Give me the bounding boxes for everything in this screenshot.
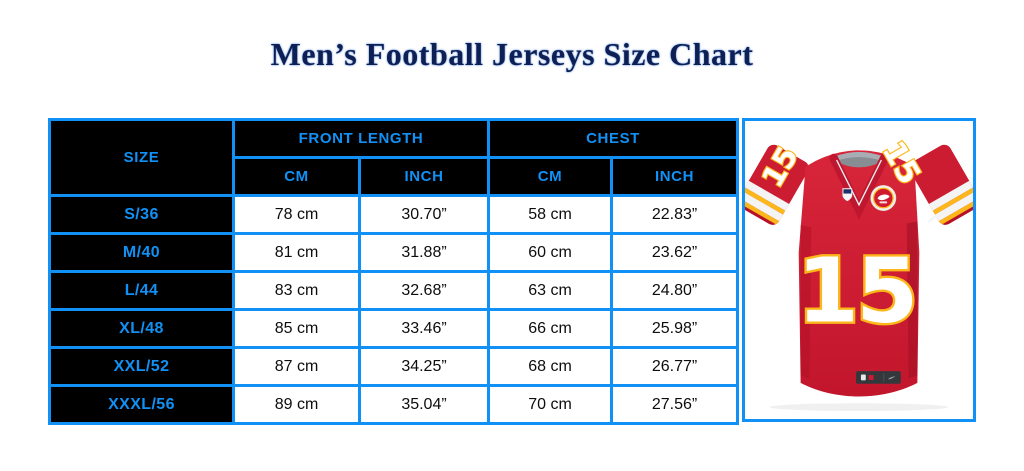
table-row: XXL/52 87 cm 34.25” 68 cm 26.77” bbox=[48, 346, 740, 387]
chest-group-header: CHEST bbox=[487, 118, 740, 159]
size-cell: XL/48 bbox=[48, 308, 235, 349]
chest-inch-cell: 26.77” bbox=[610, 346, 740, 387]
front-length-inch-cell: 33.46” bbox=[357, 308, 491, 349]
front-length-cm-cell: 85 cm bbox=[232, 308, 361, 349]
jock-tag bbox=[856, 371, 901, 384]
chest-cm-cell: 70 cm bbox=[487, 384, 614, 425]
chest-cm-cell: 58 cm bbox=[487, 194, 614, 235]
size-cell: L/44 bbox=[48, 270, 235, 311]
table-row: XXXL/56 89 cm 35.04” 70 cm 27.56” bbox=[48, 384, 740, 425]
size-cell: XXXL/56 bbox=[48, 384, 235, 425]
size-cell: S/36 bbox=[48, 194, 235, 235]
front-length-cm-header: CM bbox=[232, 156, 361, 197]
front-length-inch-cell: 31.88” bbox=[357, 232, 491, 273]
front-length-inch-header: INCH bbox=[357, 156, 491, 197]
front-length-inch-cell: 32.68” bbox=[357, 270, 491, 311]
size-cell: XXL/52 bbox=[48, 346, 235, 387]
chest-inch-cell: 22.83” bbox=[610, 194, 740, 235]
nfl-shield-icon bbox=[842, 188, 853, 202]
chest-inch-cell: 23.62” bbox=[610, 232, 740, 273]
front-length-cm-cell: 87 cm bbox=[232, 346, 361, 387]
football-jersey-illustration: 15 15 15 bbox=[745, 134, 974, 412]
front-length-cm-cell: 78 cm bbox=[232, 194, 361, 235]
chest-inch-cell: 27.56” bbox=[610, 384, 740, 425]
table-row: L/44 83 cm 32.68” 63 cm 24.80” bbox=[48, 270, 740, 311]
front-length-inch-cell: 35.04” bbox=[357, 384, 491, 425]
chest-cm-cell: 63 cm bbox=[487, 270, 614, 311]
jersey-product-image: 15 15 15 bbox=[742, 118, 977, 422]
front-length-group-header: FRONT LENGTH bbox=[231, 118, 491, 159]
chest-cm-cell: 60 cm bbox=[487, 232, 614, 273]
size-column-header: SIZE bbox=[48, 118, 235, 197]
chest-cm-header: CM bbox=[487, 156, 614, 197]
chest-inch-cell: 25.98” bbox=[610, 308, 740, 349]
page-title: Men’s Football Jerseys Size Chart bbox=[270, 36, 754, 72]
table-row: S/36 78 cm 30.70” 58 cm 22.83” bbox=[48, 194, 740, 235]
chest-inch-header: INCH bbox=[610, 156, 740, 197]
size-chart-section: SIZE FRONT LENGTH CHEST CM INCH CM INCH … bbox=[48, 118, 977, 425]
table-row: XL/48 85 cm 33.46” 66 cm 25.98” bbox=[48, 308, 740, 349]
chest-number: 15 bbox=[797, 240, 916, 344]
front-length-cm-cell: 89 cm bbox=[232, 384, 361, 425]
team-patch-icon bbox=[870, 185, 897, 211]
front-length-cm-cell: 83 cm bbox=[232, 270, 361, 311]
chest-cm-cell: 68 cm bbox=[487, 346, 614, 387]
chest-cm-cell: 66 cm bbox=[487, 308, 614, 349]
swoosh-icon bbox=[927, 212, 941, 223]
front-length-inch-cell: 34.25” bbox=[357, 346, 491, 387]
front-length-inch-cell: 30.70” bbox=[357, 194, 491, 235]
size-chart-table: SIZE FRONT LENGTH CHEST CM INCH CM INCH … bbox=[48, 118, 740, 425]
front-length-cm-cell: 81 cm bbox=[232, 232, 361, 273]
table-row: M/40 81 cm 31.88” 60 cm 23.62” bbox=[48, 232, 740, 273]
size-cell: M/40 bbox=[48, 232, 235, 273]
chest-inch-cell: 24.80” bbox=[610, 270, 740, 311]
